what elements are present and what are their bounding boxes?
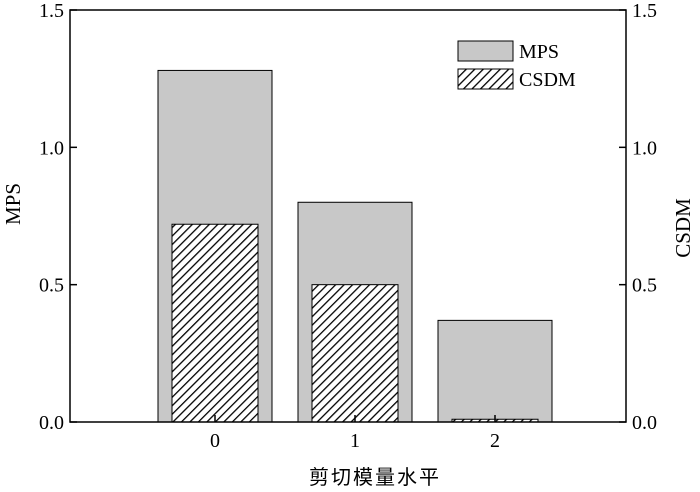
legend-swatch-csdm <box>457 68 514 90</box>
x-tick-label: 2 <box>490 430 500 452</box>
ticks-layer: 0.0 0.5 1.0 1.5 0.0 0.5 1.0 1.5 0 1 2 <box>39 0 657 452</box>
x-tick-label: 0 <box>210 430 220 452</box>
bars-layer <box>157 69 553 423</box>
bar-mps-2 <box>437 319 553 423</box>
x-axis-title: 剪切模量水平 <box>309 465 441 489</box>
y-tick-label-right: 0.0 <box>632 412 657 434</box>
axes-layer <box>69 9 627 423</box>
y-axis-title-right: CSDM <box>671 198 695 258</box>
y-tick-label-left: 0.0 <box>39 412 64 434</box>
y-tick-label-right: 1.5 <box>632 0 657 22</box>
y-tick-label-right: 1.0 <box>632 137 657 159</box>
legend-swatch-mps <box>457 40 514 62</box>
legend: MPS CSDM <box>457 40 576 91</box>
legend-label-csdm: CSDM <box>519 69 576 91</box>
bar-csdm-0 <box>171 223 259 423</box>
bar-csdm-1 <box>311 284 399 423</box>
y-tick-label-right: 0.5 <box>632 275 657 297</box>
y-tick-label-left: 0.5 <box>39 275 64 297</box>
legend-label-mps: MPS <box>519 41 559 63</box>
y-tick-label-left: 1.5 <box>39 0 64 22</box>
x-tick-label: 1 <box>350 430 360 452</box>
y-tick-label-left: 1.0 <box>39 137 64 159</box>
plot-frame <box>69 9 627 423</box>
y-axis-title: MPS <box>1 183 25 225</box>
